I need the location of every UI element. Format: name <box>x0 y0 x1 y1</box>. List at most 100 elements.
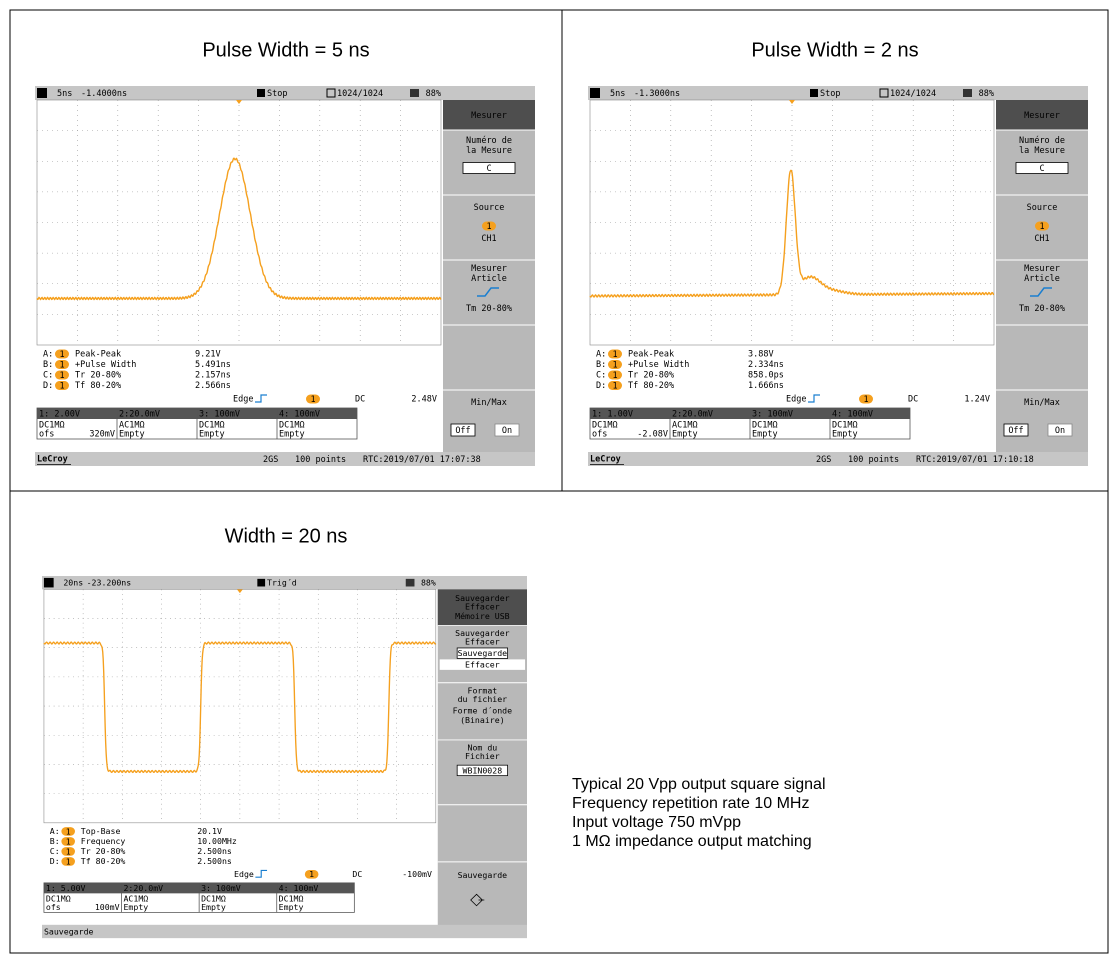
channel-badge <box>55 370 69 380</box>
measurement-value: 2.566ns <box>195 381 231 391</box>
menu-panel <box>437 589 527 929</box>
channel-coupling: DC1MΩ <box>832 421 858 431</box>
note-line: Typical 20 Vpp output square signal <box>572 776 826 793</box>
channel-memory: Empty <box>199 430 225 440</box>
measurement-id: D: <box>50 856 60 866</box>
measurement-id: B: <box>50 836 60 846</box>
mode-icon <box>810 89 818 97</box>
channel-memory: Empty <box>832 430 858 440</box>
trigger-position-marker <box>236 100 242 104</box>
channel-box-border <box>589 407 911 440</box>
channel-coupling: DC1MΩ <box>46 894 71 904</box>
status-icon-label: M <box>46 578 51 588</box>
channel-memory: Empty <box>672 430 698 440</box>
channel-label: 3: 100mV <box>201 883 241 893</box>
menu-item: la Mesure <box>1019 146 1065 156</box>
measurement-value: 20.1V <box>197 826 222 836</box>
footer-bar <box>35 452 535 466</box>
measurement-id: A: <box>43 350 53 360</box>
menu-item: Sauvegarde <box>458 648 508 658</box>
menu-toggle-label: Off <box>455 426 470 436</box>
battery-icon <box>410 89 419 97</box>
offset-value: 100mV <box>95 902 120 912</box>
offset-value: 320mV <box>89 430 115 440</box>
menu-item: Nom du <box>468 743 498 753</box>
footer-bar <box>42 924 527 939</box>
channel-badge <box>608 381 622 390</box>
scope-screen: M 20ns -23.200ns Trig´d 88%SauvegarderEfface… <box>42 576 528 939</box>
delay: -23.200ns <box>87 578 132 588</box>
menu-panel <box>996 100 1088 456</box>
channel-badge <box>306 394 320 404</box>
measurement-id: D: <box>43 381 53 391</box>
measurement-name: Peak-Peak <box>628 350 674 360</box>
battery-level: 88% <box>421 578 436 588</box>
channel-badge-label: 1 <box>66 826 71 836</box>
channel-badge-label: 1 <box>486 222 491 232</box>
cell-title: Pulse Width = 5 ns <box>202 39 369 61</box>
edge-icon <box>808 394 820 403</box>
measurement-value: 9.21V <box>195 350 221 360</box>
channel-badge <box>61 837 75 846</box>
channel-memory: Empty <box>119 430 145 440</box>
channel-badge-label: 1 <box>59 361 64 371</box>
menu-item: Tm 20-80% <box>1019 304 1065 314</box>
menu-toggle <box>494 423 520 437</box>
delay: -1.3000ns <box>634 89 680 99</box>
measurement-name: Tf 80-20% <box>75 381 121 391</box>
menu-title: Effacer <box>465 602 500 612</box>
measurement-name: Tf 80-20% <box>81 856 126 866</box>
measurement-name: Tf 80-20% <box>628 381 674 391</box>
note-line: Input voltage 750 mVpp <box>572 814 741 831</box>
channel-coupling: AC1MΩ <box>119 421 145 431</box>
note-line: 1 MΩ impedance output matching <box>572 833 812 850</box>
channel-coupling: DC1MΩ <box>279 894 304 904</box>
channel-coupling: DC1MΩ <box>201 894 226 904</box>
memory-icon <box>326 88 336 98</box>
delay: -1.4000ns <box>81 89 127 99</box>
menu-item: WBIN0028 <box>463 765 503 775</box>
channel-badge <box>1035 221 1049 231</box>
status-icon-label: M <box>39 89 44 99</box>
measurement-value: 10.00MHz <box>197 836 237 846</box>
record-points: 100 points <box>848 455 899 465</box>
status-icon <box>43 577 54 588</box>
menu-item: Effacer <box>465 660 500 670</box>
channel-badge-label: 1 <box>66 856 71 866</box>
menu-panel <box>443 100 535 456</box>
menu-item: Fichier <box>465 751 500 761</box>
channel-badge <box>608 349 622 359</box>
channel-coupling: DC1MΩ <box>752 421 778 431</box>
status-icon-label: M <box>592 89 597 99</box>
timebase: 5ns <box>57 89 72 99</box>
menu-item: Tm 20-80% <box>466 304 512 314</box>
measurement-id: B: <box>43 360 53 370</box>
sample-rate: 2GS <box>263 455 278 465</box>
measurement-name: +Pulse Width <box>628 360 689 370</box>
channel-badge <box>304 870 319 879</box>
channel-badge-label: 1 <box>66 836 71 846</box>
channel-coupling: AC1MΩ <box>672 421 698 431</box>
menu-item: (Binaire) <box>460 715 505 725</box>
trigger-level: 2.48V <box>411 395 437 405</box>
menu-toggle-label: Off <box>1008 426 1023 436</box>
measurement-id: A: <box>596 350 606 360</box>
trigger-position-marker <box>236 589 243 594</box>
channel-badge <box>482 221 496 231</box>
menu-box <box>456 764 508 777</box>
measurement-name: +Pulse Width <box>75 360 136 370</box>
channel-box-border <box>36 407 358 440</box>
menu-item: Mesurer <box>471 264 507 274</box>
channel-badge-label: 1 <box>309 869 314 879</box>
trigger-type: Edge <box>786 395 806 405</box>
status-icon <box>590 88 600 98</box>
menu-item: Sauvegarde <box>458 870 508 880</box>
real-time-clock: RTC:2019/07/01 17:10:18 <box>916 455 1034 465</box>
memory-icon <box>879 88 889 98</box>
trigger-level: -100mV <box>402 869 432 879</box>
sample-rate: 2GS <box>816 455 831 465</box>
channel-label: 2:20.0mV <box>123 883 163 893</box>
menu-item: du fichier <box>458 694 508 704</box>
measurement-id: C: <box>50 846 60 856</box>
channel-coupling: DC1MΩ <box>592 421 618 431</box>
